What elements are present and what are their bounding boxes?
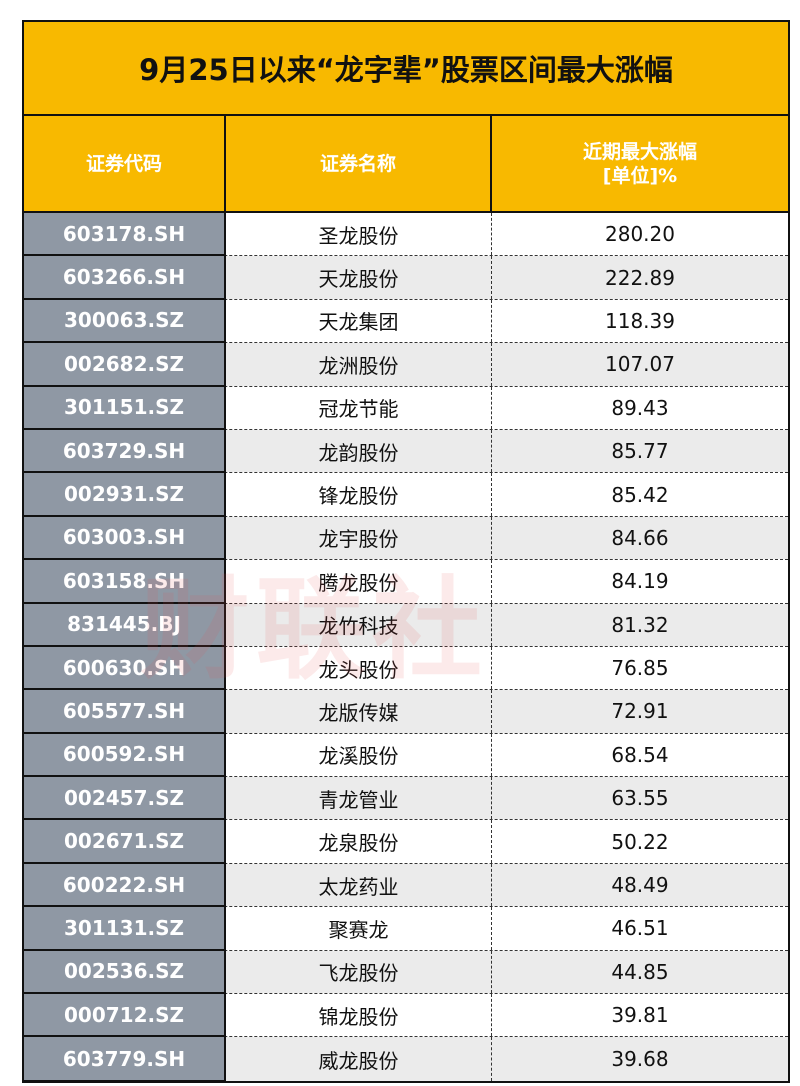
table-row: 301151.SZ 冠龙节能 89.43 [24, 386, 788, 430]
code-cell: 831445.BJ [24, 603, 226, 647]
gain-cell: 85.42 [492, 473, 788, 516]
name-cell: 飞龙股份 [226, 950, 492, 994]
name-cell: 腾龙股份 [226, 560, 492, 603]
code-cell: 600592.SH [24, 733, 226, 778]
code-cell: 002457.SZ [24, 777, 226, 821]
header-gain-line1: 近期最大涨幅 [582, 140, 697, 163]
name-cell: 太龙药业 [226, 863, 492, 907]
code-cell: 002682.SZ [24, 343, 226, 387]
gain-cell: 48.49 [492, 863, 788, 907]
header-gain: 近期最大涨幅 [单位]% [492, 116, 788, 211]
code-cell: 002671.SZ [24, 820, 226, 864]
name-cell: 龙竹科技 [226, 603, 492, 646]
name-cell: 龙洲股份 [226, 343, 492, 386]
name-cell: 龙溪股份 [226, 733, 492, 777]
table-row: 000712.SZ 锦龙股份 39.81 [24, 994, 788, 1038]
name-cell: 锦龙股份 [226, 994, 492, 1037]
code-cell: 605577.SH [24, 690, 226, 734]
gain-cell: 89.43 [492, 386, 788, 429]
code-cell: 603158.SH [24, 560, 226, 604]
gain-cell: 85.77 [492, 429, 788, 473]
gain-cell: 72.91 [492, 690, 788, 733]
gain-cell: 84.19 [492, 560, 788, 603]
header-gain-line2: [单位]% [602, 164, 678, 187]
gain-cell: 68.54 [492, 733, 788, 777]
header-code: 证券代码 [24, 116, 226, 211]
stock-table: 9月25日以来“龙字辈”股票区间最大涨幅 证券代码 证券名称 近期最大涨幅 [单位… [22, 20, 790, 1083]
code-cell: 603003.SH [24, 516, 226, 561]
table-row: 002682.SZ 龙洲股份 107.07 [24, 343, 788, 387]
gain-cell: 118.39 [492, 299, 788, 343]
name-cell: 龙头股份 [226, 646, 492, 690]
table-row: 002931.SZ 锋龙股份 85.42 [24, 473, 788, 517]
gain-cell: 63.55 [492, 777, 788, 820]
gain-cell: 46.51 [492, 907, 788, 950]
name-cell: 天龙股份 [226, 256, 492, 299]
gain-cell: 76.85 [492, 646, 788, 690]
name-cell: 冠龙节能 [226, 386, 492, 429]
table-row: 603266.SH 天龙股份 222.89 [24, 256, 788, 300]
name-cell: 青龙管业 [226, 777, 492, 820]
code-cell: 603729.SH [24, 429, 226, 474]
code-cell: 600630.SH [24, 646, 226, 691]
gain-cell: 81.32 [492, 603, 788, 646]
gain-cell: 44.85 [492, 950, 788, 994]
gain-cell: 222.89 [492, 256, 788, 299]
code-cell: 603178.SH [24, 213, 226, 257]
table-body: 603178.SH 圣龙股份 280.20 603266.SH 天龙股份 222.89 30… [24, 213, 788, 1082]
table-row: 603779.SH 威龙股份 39.68 [24, 1037, 788, 1082]
table-row: 603729.SH 龙韵股份 85.77 [24, 429, 788, 474]
table-row: 603178.SH 圣龙股份 280.20 [24, 213, 788, 257]
table-row: 600222.SH 太龙药业 48.49 [24, 863, 788, 908]
gain-cell: 280.20 [492, 213, 788, 256]
gain-cell: 39.68 [492, 1037, 788, 1081]
code-cell: 301131.SZ [24, 907, 226, 951]
gain-cell: 107.07 [492, 343, 788, 386]
table-row: 600592.SH 龙溪股份 68.54 [24, 733, 788, 778]
table-row: 002536.SZ 飞龙股份 44.85 [24, 950, 788, 995]
table-row: 603003.SH 龙宇股份 84.66 [24, 516, 788, 561]
table-row: 831445.BJ 龙竹科技 81.32 [24, 603, 788, 647]
code-cell: 603266.SH [24, 256, 226, 300]
code-cell: 301151.SZ [24, 386, 226, 430]
table-row: 002671.SZ 龙泉股份 50.22 [24, 820, 788, 864]
gain-cell: 84.66 [492, 516, 788, 560]
table-row: 300063.SZ 天龙集团 118.39 [24, 299, 788, 344]
table-title: 9月25日以来“龙字辈”股票区间最大涨幅 [24, 22, 788, 116]
code-cell: 603779.SH [24, 1037, 226, 1082]
name-cell: 龙韵股份 [226, 429, 492, 473]
table-row: 605577.SH 龙版传媒 72.91 [24, 690, 788, 734]
name-cell: 天龙集团 [226, 299, 492, 343]
code-cell: 002931.SZ [24, 473, 226, 517]
code-cell: 300063.SZ [24, 299, 226, 344]
name-cell: 威龙股份 [226, 1037, 492, 1081]
name-cell: 龙版传媒 [226, 690, 492, 733]
name-cell: 锋龙股份 [226, 473, 492, 516]
gain-cell: 39.81 [492, 994, 788, 1037]
table-row: 002457.SZ 青龙管业 63.55 [24, 777, 788, 821]
code-cell: 600222.SH [24, 863, 226, 908]
name-cell: 聚赛龙 [226, 907, 492, 950]
code-cell: 000712.SZ [24, 994, 226, 1038]
header-row: 证券代码 证券名称 近期最大涨幅 [单位]% [24, 116, 788, 213]
table-row: 603158.SH 腾龙股份 84.19 [24, 560, 788, 604]
name-cell: 龙泉股份 [226, 820, 492, 863]
name-cell: 圣龙股份 [226, 213, 492, 256]
gain-cell: 50.22 [492, 820, 788, 863]
code-cell: 002536.SZ [24, 950, 226, 995]
table-row: 600630.SH 龙头股份 76.85 [24, 646, 788, 691]
table-row: 301131.SZ 聚赛龙 46.51 [24, 907, 788, 951]
name-cell: 龙宇股份 [226, 516, 492, 560]
header-name: 证券名称 [226, 116, 492, 211]
